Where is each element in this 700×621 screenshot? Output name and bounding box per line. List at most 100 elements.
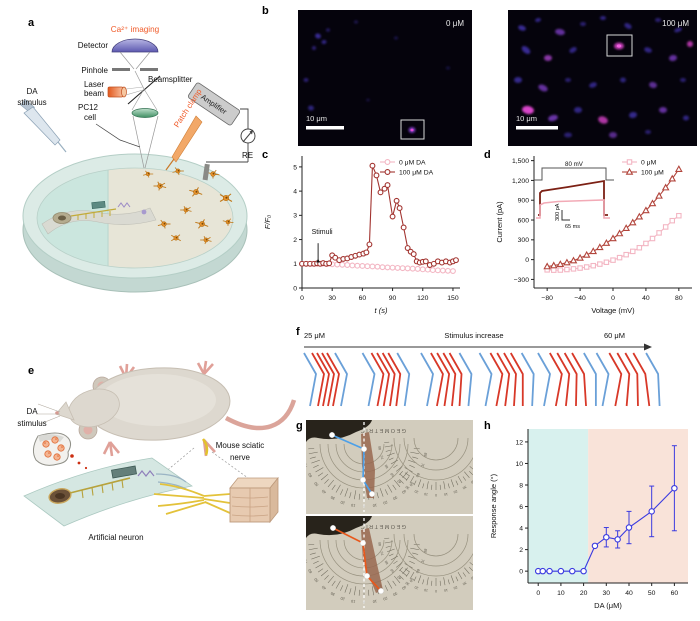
- iv-inset: 80 mV 300 pA 65 ms: [534, 161, 614, 230]
- svg-text:40: 40: [401, 585, 407, 591]
- svg-text:900: 900: [518, 198, 530, 205]
- trace-group-5: [595, 352, 661, 407]
- svg-text:1: 1: [293, 261, 297, 268]
- svg-text:30: 30: [392, 495, 398, 501]
- panel-g-letter: g: [296, 420, 303, 432]
- f-right-conc-label: 60 μM: [604, 331, 625, 340]
- pinhole-label: Pinhole: [81, 66, 108, 75]
- tracking-dot: [369, 491, 375, 497]
- svg-text:8: 8: [519, 482, 523, 489]
- beamsplitter-label: Beamsplitter: [148, 75, 193, 84]
- inset-trace-100uM: [538, 179, 608, 216]
- svg-text:150: 150: [447, 295, 459, 302]
- svg-text:0: 0: [611, 295, 615, 302]
- confocal-optics: [107, 38, 161, 169]
- svg-text:30: 30: [462, 485, 467, 490]
- svg-text:0: 0: [435, 589, 437, 593]
- svg-text:50: 50: [314, 577, 320, 583]
- svg-text:60: 60: [359, 295, 367, 302]
- da-vesicle-icon: [32, 432, 88, 470]
- scale-bar: [516, 126, 558, 130]
- legend-label: 0 μM: [641, 160, 657, 167]
- ca-imaging-label: Ca²⁺ imaging: [111, 25, 160, 34]
- legend-label: 100 μM: [641, 170, 664, 177]
- series-line-1: [302, 165, 457, 266]
- artificial-neuron-label: Artificial neuron: [88, 533, 143, 542]
- svg-text:40: 40: [470, 575, 473, 581]
- mouse-leg: [361, 528, 383, 593]
- svg-text:60: 60: [308, 568, 314, 574]
- protractor-brand: GEOMETRIC: [359, 427, 406, 433]
- svg-text:60: 60: [671, 590, 679, 597]
- x-axis-label: t (s): [375, 306, 388, 315]
- svg-text:20: 20: [383, 596, 388, 601]
- tracking-dot: [330, 525, 336, 531]
- svg-text:0: 0: [536, 590, 540, 597]
- nerve-and-muscle: [153, 476, 279, 524]
- pc12-label-2: cell: [84, 113, 96, 122]
- chart-iv-curve: −80 −40 0 40 80 −300 0 300 600 900 1,200 1,500 Volta…: [495, 156, 692, 315]
- y-axis-label: F/F₀: [263, 215, 272, 229]
- amplifier-box: [187, 82, 241, 126]
- detector-icon: [111, 38, 159, 53]
- scale-bar: [306, 126, 344, 130]
- y-axis-label: Response angle (°): [489, 473, 498, 538]
- da-stimulus-label-1: DA: [26, 87, 38, 96]
- concentration-label: 100 μM: [662, 19, 689, 28]
- svg-text:80: 80: [378, 542, 383, 547]
- svg-text:20: 20: [340, 500, 345, 505]
- svg-text:30: 30: [330, 591, 336, 597]
- svg-text:30: 30: [462, 581, 467, 586]
- da-pipette-icon: [20, 99, 67, 153]
- panel-h-letter: h: [484, 420, 491, 432]
- panel-e-letter: e: [28, 365, 35, 377]
- micrograph-100uM: 10 μm 100 μM: [508, 10, 697, 146]
- svg-text:50: 50: [390, 472, 396, 478]
- svg-text:40: 40: [397, 575, 403, 581]
- svg-text:80: 80: [423, 548, 428, 553]
- svg-text:4: 4: [519, 525, 523, 532]
- panel-a-letter: a: [28, 17, 35, 29]
- panel-f-traces: 25 μM Stimulus increase 60 μM: [303, 331, 661, 407]
- svg-text:30: 30: [330, 495, 336, 501]
- svg-text:20: 20: [580, 590, 588, 597]
- trace-group-1: [361, 352, 411, 407]
- svg-text:40: 40: [321, 489, 327, 495]
- svg-text:30: 30: [405, 485, 410, 490]
- pc12-label-1: PC12: [78, 103, 99, 112]
- tracking-dot: [361, 446, 367, 452]
- region: [588, 429, 688, 583]
- detector-label: Detector: [78, 41, 109, 50]
- svg-text:600: 600: [518, 217, 530, 224]
- svg-text:20: 20: [340, 596, 345, 601]
- svg-text:90: 90: [389, 295, 397, 302]
- svg-text:60: 60: [384, 464, 389, 469]
- panel-c-letter: c: [262, 149, 269, 161]
- svg-text:−300: −300: [514, 277, 530, 284]
- svg-text:10: 10: [515, 461, 523, 468]
- f-center-label: Stimulus increase: [444, 331, 503, 340]
- svg-text:70: 70: [380, 551, 385, 556]
- sciatic-nerve-exposed: [201, 438, 209, 456]
- svg-text:80: 80: [423, 452, 428, 457]
- tracking-line: [332, 527, 382, 592]
- trace-group-0: [303, 352, 348, 407]
- svg-text:40: 40: [401, 489, 407, 495]
- tracking-dot: [378, 588, 384, 594]
- svg-text:60: 60: [308, 472, 314, 478]
- svg-text:40: 40: [321, 585, 327, 591]
- svg-text:3: 3: [293, 213, 297, 220]
- re-label: RE: [242, 151, 253, 160]
- f-left-conc-label: 25 μM: [304, 331, 325, 340]
- protractor-photo-after: 8070605040302010010203040506070808070605…: [306, 516, 473, 610]
- panel-a-illustration: Amplifier Ca²⁺ imaging Detector Pinhole …: [17, 25, 256, 293]
- svg-text:10: 10: [424, 492, 429, 497]
- panel-f-letter: f: [296, 326, 300, 338]
- svg-text:4: 4: [293, 189, 297, 196]
- inset-hscale-label: 65 ms: [565, 224, 580, 230]
- svg-text:10: 10: [424, 588, 429, 593]
- svg-text:0: 0: [525, 257, 529, 264]
- trace-group-2: [420, 352, 473, 407]
- tracking-line: [331, 434, 373, 495]
